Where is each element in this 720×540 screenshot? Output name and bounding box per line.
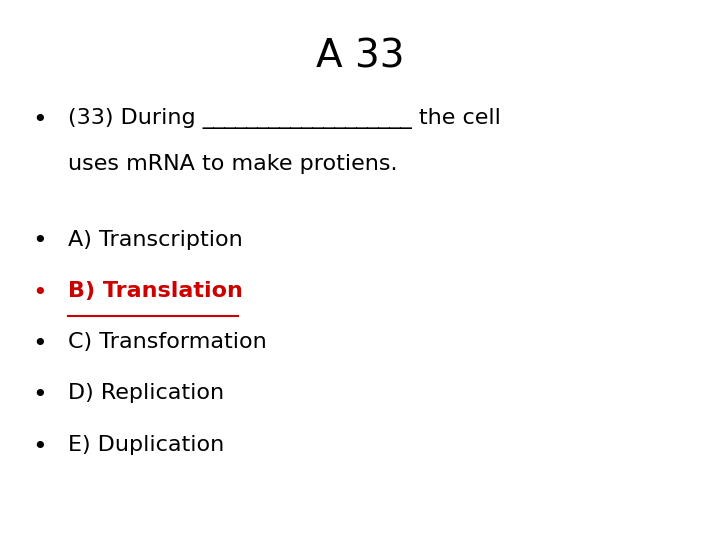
Text: uses mRNA to make protiens.: uses mRNA to make protiens.: [68, 154, 398, 174]
Text: •: •: [32, 281, 47, 305]
Text: •: •: [32, 383, 47, 407]
Text: C) Transformation: C) Transformation: [68, 332, 267, 352]
Text: •: •: [32, 108, 47, 132]
Text: (33) During ___________________ the cell: (33) During ___________________ the cell: [68, 108, 501, 129]
Text: B) Translation: B) Translation: [68, 281, 243, 301]
Text: A) Transcription: A) Transcription: [68, 230, 243, 249]
Text: E) Duplication: E) Duplication: [68, 435, 225, 455]
Text: •: •: [32, 332, 47, 356]
Text: A 33: A 33: [316, 38, 404, 76]
Text: •: •: [32, 435, 47, 458]
Text: D) Replication: D) Replication: [68, 383, 225, 403]
Text: •: •: [32, 230, 47, 253]
